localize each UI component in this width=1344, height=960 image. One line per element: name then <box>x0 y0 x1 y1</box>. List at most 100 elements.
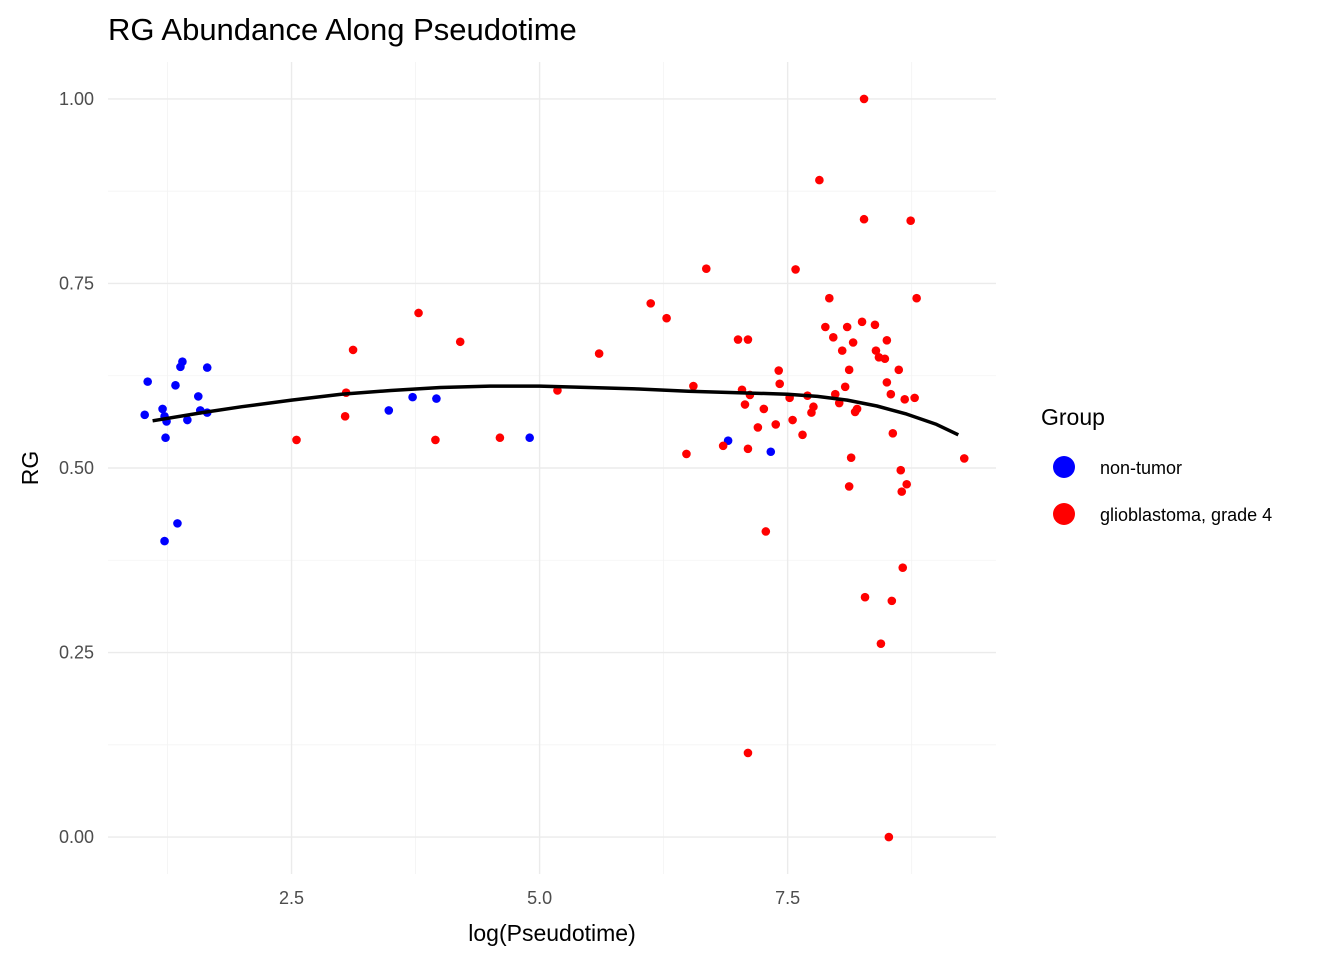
legend-label: glioblastoma, grade 4 <box>1100 505 1272 525</box>
data-point <box>882 378 892 387</box>
data-point <box>718 441 728 451</box>
y-axis-ticks: 0.00 0.25 0.50 0.75 1.00 <box>59 89 94 847</box>
data-point <box>842 322 852 332</box>
data-point <box>882 335 892 345</box>
data-point <box>894 365 904 375</box>
x-axis-ticks: 2.5 5.0 7.5 <box>279 888 800 908</box>
legend-label: non-tumor <box>1100 458 1182 478</box>
data-point <box>682 449 691 459</box>
data-point <box>161 433 170 443</box>
data-point <box>860 592 870 602</box>
data-point <box>594 349 604 358</box>
data-point <box>140 410 150 420</box>
data-point <box>743 748 753 758</box>
data-point <box>743 335 753 344</box>
data-point <box>846 453 856 462</box>
data-point <box>825 293 834 303</box>
data-point <box>646 299 656 308</box>
y-tick-label: 0.25 <box>59 643 94 663</box>
trend-line <box>152 384 960 437</box>
data-point <box>455 337 465 347</box>
data-point <box>414 308 423 318</box>
data-point <box>740 400 750 409</box>
x-axis-title: log(Pseudotime) <box>468 920 635 946</box>
data-point <box>906 216 915 226</box>
data-point <box>384 406 394 415</box>
data-point <box>898 563 908 572</box>
data-point <box>193 392 203 401</box>
major-gridlines <box>108 62 996 874</box>
chart-title: RG Abundance Along Pseudotime <box>108 12 577 47</box>
data-point <box>900 395 910 404</box>
data-point <box>844 482 854 491</box>
data-point <box>495 433 505 443</box>
data-point <box>888 429 898 438</box>
y-tick-label: 0.50 <box>59 458 94 478</box>
data-point <box>408 392 417 402</box>
y-tick-label: 0.75 <box>59 273 94 293</box>
data-point <box>753 423 763 432</box>
data-point <box>840 382 850 392</box>
data-point <box>733 335 743 344</box>
data-point <box>910 393 919 403</box>
data-point <box>871 346 881 355</box>
data-point <box>857 317 867 327</box>
data-point <box>340 412 350 421</box>
data-point <box>432 394 441 403</box>
minor-gridlines <box>108 62 996 874</box>
data-point <box>689 381 698 391</box>
x-tick-label: 5.0 <box>527 888 552 908</box>
data-point <box>844 365 854 375</box>
y-tick-label: 0.00 <box>59 827 94 847</box>
data-point <box>775 379 785 389</box>
data-point <box>821 322 830 332</box>
y-axis-title: RG <box>17 451 43 486</box>
data-point <box>771 420 781 429</box>
data-point <box>884 832 894 842</box>
data-point <box>183 415 192 425</box>
data-point <box>828 333 838 342</box>
legend: Group non-tumor glioblastoma, grade 4 <box>1041 404 1272 525</box>
data-point <box>902 479 912 489</box>
data-point <box>815 175 824 185</box>
data-point <box>743 444 753 454</box>
data-point <box>791 265 800 274</box>
x-tick-label: 7.5 <box>775 888 800 908</box>
data-point <box>887 596 897 606</box>
legend-key <box>1053 456 1075 478</box>
data-point <box>292 435 301 445</box>
data-point <box>525 433 534 443</box>
data-point <box>788 415 797 425</box>
legend-key <box>1053 503 1075 525</box>
data-point <box>431 435 440 445</box>
data-point <box>876 639 886 648</box>
data-point <box>759 404 769 414</box>
data-point <box>912 293 921 303</box>
data-point <box>870 320 880 330</box>
data-point <box>897 487 907 496</box>
data-point <box>837 346 847 355</box>
data-point <box>178 357 187 367</box>
legend-items: non-tumor glioblastoma, grade 4 <box>1053 456 1272 525</box>
data-point <box>886 389 896 399</box>
data-point <box>848 338 858 347</box>
data-points <box>140 94 969 842</box>
data-point <box>859 94 869 104</box>
data-point <box>761 527 771 536</box>
data-point <box>143 377 152 386</box>
data-point <box>774 366 784 375</box>
data-point <box>158 404 167 414</box>
data-point <box>701 264 711 273</box>
data-point <box>766 447 776 457</box>
data-point <box>830 389 840 399</box>
data-point <box>348 345 358 355</box>
data-point <box>662 313 671 323</box>
y-tick-label: 1.00 <box>59 89 94 109</box>
data-point <box>798 430 807 440</box>
data-point <box>852 404 862 414</box>
data-point <box>173 519 182 528</box>
data-point <box>880 354 890 364</box>
data-point <box>160 536 169 546</box>
data-point <box>959 454 969 463</box>
